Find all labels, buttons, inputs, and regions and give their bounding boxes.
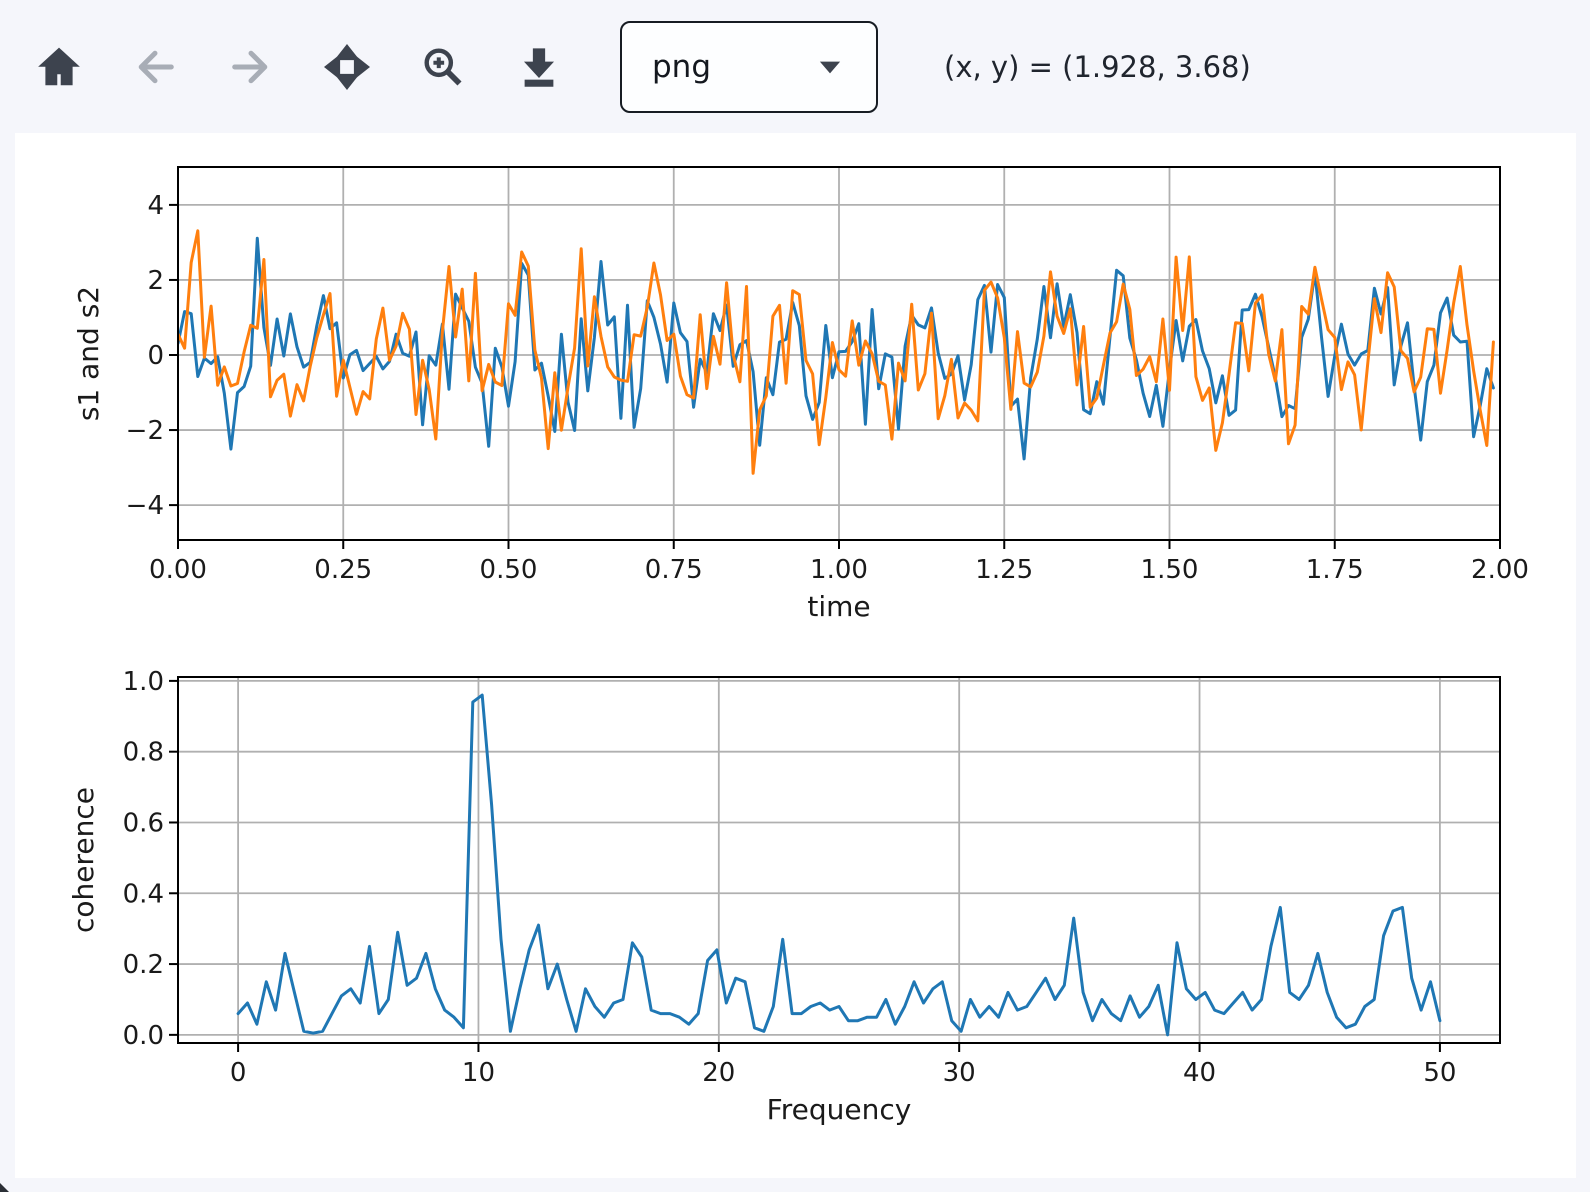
cursor-coordinates-readout: (x, y) = (1.928, 3.68): [944, 49, 1251, 84]
forward-button[interactable]: [228, 44, 274, 90]
y-axis-label: s1 and s2: [72, 286, 105, 421]
pan-button[interactable]: [324, 43, 370, 90]
x-axis-label: time: [807, 590, 870, 623]
series-s2: [178, 229, 1495, 475]
x-tick-label: 0.50: [480, 555, 538, 585]
y-tick-label: 0.2: [123, 950, 164, 980]
x-tick-label: 0.75: [645, 555, 703, 585]
y-tick-label: 0.8: [123, 738, 164, 768]
y-tick-label: −2: [126, 416, 164, 446]
resize-handle[interactable]: [0, 1183, 9, 1192]
figure-canvas[interactable]: 0.00 0.25 0.50 0.75 1.00 1.25 1.50 1.75 2.00 −4 −2…: [15, 133, 1576, 1178]
series-coherence: [236, 693, 1442, 1037]
axes-spines: [177, 676, 1501, 1044]
x-tick-label: 0.25: [314, 555, 372, 585]
x-tick-label: 0: [230, 1058, 247, 1088]
home-button[interactable]: [36, 44, 82, 90]
arrow-right-icon: [232, 50, 268, 83]
format-select[interactable]: png: [620, 20, 878, 113]
y-tick-label: 1.0: [123, 667, 164, 697]
x-tick-label: 1.50: [1141, 555, 1199, 585]
axes-0: 0.00 0.25 0.50 0.75 1.00 1.25 1.50 1.75 2.00 −4 −2…: [72, 166, 1529, 623]
x-tick-label: 40: [1183, 1058, 1216, 1088]
download-button[interactable]: [516, 44, 562, 90]
y-tick-label: 4: [147, 191, 164, 221]
axes-1: 0 10 20 30 40 50 0.0 0.2 0.4 0.6 0.8 1.0 Frequency co…: [67, 667, 1501, 1126]
x-axis-label: Frequency: [767, 1093, 912, 1126]
x-tick-label: 10: [462, 1058, 495, 1088]
y-axis-label: coherence: [67, 787, 100, 933]
y-tick-label: 0.6: [123, 808, 164, 838]
x-tick-label: 30: [943, 1058, 976, 1088]
y-tick-label: 0.0: [123, 1021, 164, 1051]
chevron-down-icon: [819, 61, 841, 73]
x-tick-label: 1.25: [975, 555, 1033, 585]
zoom-in-magnifier-icon: [424, 48, 462, 86]
y-tick-label: 2: [147, 266, 164, 296]
x-tick-label: 2.00: [1471, 555, 1529, 585]
pan-arrows-icon: [324, 43, 370, 90]
home-icon: [38, 47, 80, 85]
y-tick-label: 0: [147, 341, 164, 371]
arrow-left-icon: [138, 50, 174, 83]
x-tick-label: 50: [1423, 1058, 1456, 1088]
y-tick-label: −4: [126, 491, 164, 521]
x-tick-label: 1.00: [810, 555, 868, 585]
y-tick-label: 0.4: [123, 879, 164, 909]
x-tick-label: 1.75: [1306, 555, 1364, 585]
back-button[interactable]: [132, 44, 178, 90]
format-select-value: png: [652, 48, 712, 85]
figure-toolbar: png (x, y) = (1.928, 3.68): [0, 0, 1590, 133]
x-tick-label: 0.00: [149, 555, 207, 585]
zoom-button[interactable]: [420, 44, 466, 90]
download-icon: [523, 47, 555, 87]
matplotlib-plot-svg: 0.00 0.25 0.50 0.75 1.00 1.25 1.50 1.75 2.00−4−2…: [15, 133, 1576, 1178]
x-tick-label: 20: [702, 1058, 735, 1088]
